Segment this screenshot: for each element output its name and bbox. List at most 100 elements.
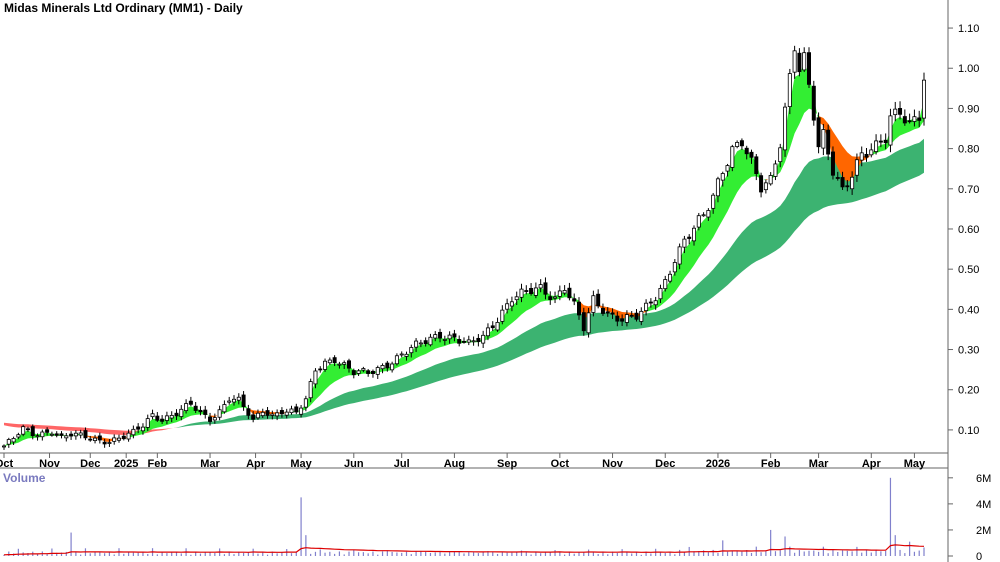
volume-tick-label: 0 <box>976 551 982 562</box>
candle <box>519 283 524 303</box>
candle <box>481 330 486 349</box>
candle <box>533 282 538 299</box>
volume-bars <box>3 477 925 556</box>
candle <box>203 405 208 419</box>
candle <box>543 277 548 300</box>
candle <box>653 296 658 310</box>
candle <box>783 102 788 157</box>
candle <box>208 412 213 426</box>
y-tick-label: 1.10 <box>958 23 979 35</box>
candle <box>505 298 510 314</box>
candle <box>45 427 50 436</box>
candle <box>409 344 414 358</box>
candle <box>739 138 744 150</box>
candle <box>6 437 11 448</box>
candles <box>2 45 927 450</box>
candle <box>399 351 404 358</box>
candle <box>299 405 304 418</box>
candle <box>557 285 562 301</box>
candle <box>222 400 227 414</box>
candle <box>581 307 586 336</box>
short-band-up-segment <box>871 99 924 156</box>
candle <box>816 112 821 154</box>
candle <box>500 305 505 325</box>
candle <box>874 134 879 155</box>
candle <box>744 145 749 160</box>
x-tick-label: Apr <box>246 458 266 470</box>
candle <box>461 337 466 344</box>
candle <box>294 403 299 415</box>
candle <box>529 283 534 296</box>
candle <box>447 331 452 344</box>
candle <box>332 355 337 367</box>
candle <box>902 109 907 126</box>
candle <box>184 399 189 414</box>
candle <box>572 293 577 306</box>
candle <box>850 171 855 195</box>
x-tick-label: 2026 <box>706 458 730 470</box>
candle <box>715 176 720 203</box>
candle <box>270 410 275 420</box>
candle <box>375 365 380 379</box>
candle <box>778 143 783 168</box>
candle <box>596 289 601 309</box>
candle <box>869 143 874 158</box>
candle <box>366 369 371 377</box>
candle <box>404 351 409 361</box>
candle <box>231 395 236 406</box>
volume-tick-label: 4M <box>976 499 991 511</box>
candle <box>514 291 519 306</box>
y-tick-label: 0.30 <box>958 345 979 357</box>
candle <box>898 101 903 120</box>
candle <box>30 424 35 440</box>
volume-average-line <box>3 544 925 556</box>
candle <box>88 435 93 442</box>
candle <box>160 415 165 424</box>
candle <box>265 407 270 419</box>
candle <box>174 409 179 420</box>
candle <box>658 284 663 304</box>
short-band-down-segment <box>210 413 220 418</box>
candle <box>538 279 543 293</box>
candle <box>907 113 912 124</box>
candle <box>668 270 673 284</box>
candle <box>418 339 423 348</box>
candle <box>107 439 112 447</box>
x-tick-label: May <box>290 458 312 470</box>
candle <box>193 402 198 414</box>
candle <box>318 366 323 373</box>
candle <box>725 163 730 177</box>
candle <box>648 298 653 308</box>
candle <box>260 408 265 418</box>
candle <box>696 212 701 231</box>
candle <box>164 411 169 425</box>
candle <box>423 337 428 347</box>
candle <box>438 328 443 343</box>
y-tick-label: 0.70 <box>958 184 979 196</box>
x-tick-label: Nov <box>39 458 61 470</box>
candle <box>562 285 567 296</box>
candle <box>2 444 7 450</box>
candle <box>64 432 69 442</box>
x-tick-label: Nov <box>602 458 624 470</box>
long-band-up-segment <box>176 138 924 428</box>
candle <box>591 290 596 317</box>
x-tick-label: Aug <box>444 458 465 470</box>
candle <box>610 308 615 319</box>
short-band-up-segment <box>128 406 210 438</box>
candle <box>155 412 160 422</box>
candle <box>730 144 735 172</box>
candle <box>346 358 351 373</box>
candle <box>241 391 246 411</box>
candle <box>227 396 232 405</box>
candle <box>251 411 256 423</box>
candle <box>442 335 447 346</box>
candle <box>452 329 457 342</box>
candle <box>701 212 706 217</box>
candle <box>102 438 107 448</box>
x-tick-label: May <box>904 458 926 470</box>
candle <box>179 405 184 421</box>
candle <box>150 409 155 420</box>
